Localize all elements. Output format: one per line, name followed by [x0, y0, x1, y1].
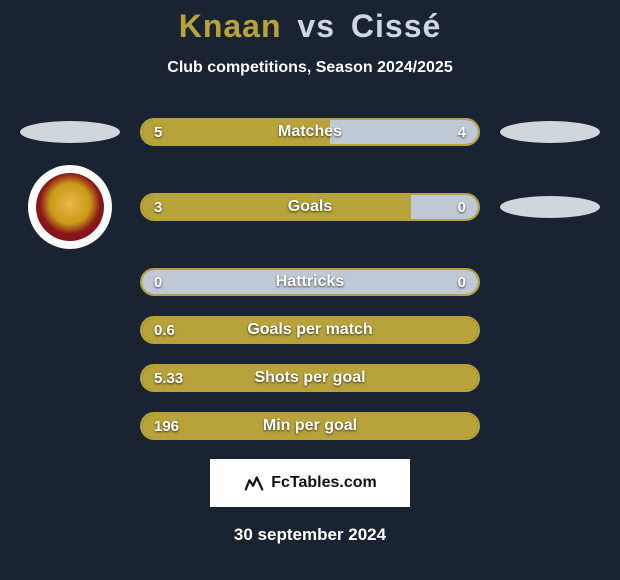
right-side-slot — [500, 192, 600, 222]
club-crest-icon — [28, 165, 112, 249]
left-side-slot — [20, 117, 120, 147]
brand-text: FcTables.com — [271, 474, 377, 492]
stat-bar: 0.6Goals per match — [140, 316, 480, 344]
stat-bar: 5.33Shots per goal — [140, 364, 480, 392]
comparison-title: Knaan vs Cissé — [0, 8, 620, 45]
stat-bar-left-fill — [142, 366, 478, 390]
right-side-slot — [500, 117, 600, 147]
left-side-slot — [20, 411, 120, 441]
stat-row: 0.6Goals per match — [0, 315, 620, 345]
stat-bar-left-fill — [142, 195, 411, 219]
stat-bar-right-fill — [411, 195, 478, 219]
stat-bar-right-fill — [330, 120, 478, 144]
left-side-slot — [20, 165, 120, 249]
right-side-slot — [500, 411, 600, 441]
right-side-slot — [500, 267, 600, 297]
subtitle: Club competitions, Season 2024/2025 — [0, 59, 620, 77]
left-side-slot — [20, 315, 120, 345]
stats-area: 54Matches 30Goals 00Hattricks 0.6Goals per … — [0, 117, 620, 441]
stat-bar-right-fill — [142, 270, 478, 294]
stat-bar-left-fill — [142, 318, 478, 342]
stat-bar: 54Matches — [140, 118, 480, 146]
player1-name: Knaan — [179, 8, 282, 44]
left-side-slot — [20, 267, 120, 297]
stat-row: 00Hattricks — [0, 267, 620, 297]
player2-name: Cissé — [351, 8, 441, 44]
right-side-slot — [500, 315, 600, 345]
right-side-slot — [500, 363, 600, 393]
player-photo-placeholder-icon — [500, 196, 600, 218]
brand-box[interactable]: FcTables.com — [210, 459, 410, 507]
player-photo-placeholder-icon — [500, 121, 600, 143]
left-side-slot — [20, 363, 120, 393]
stat-bar: 30Goals — [140, 193, 480, 221]
stat-row: 5.33Shots per goal — [0, 363, 620, 393]
fctables-logo-icon — [243, 472, 265, 494]
stat-row: 196Min per goal — [0, 411, 620, 441]
player-photo-placeholder-icon — [20, 121, 120, 143]
vs-text: vs — [291, 8, 341, 44]
stat-row: 30Goals — [0, 165, 620, 249]
stat-bar-left-fill — [142, 120, 330, 144]
date-text: 30 september 2024 — [0, 525, 620, 545]
stat-bar: 00Hattricks — [140, 268, 480, 296]
stat-bar: 196Min per goal — [140, 412, 480, 440]
stat-row: 54Matches — [0, 117, 620, 147]
stat-bar-left-fill — [142, 414, 478, 438]
